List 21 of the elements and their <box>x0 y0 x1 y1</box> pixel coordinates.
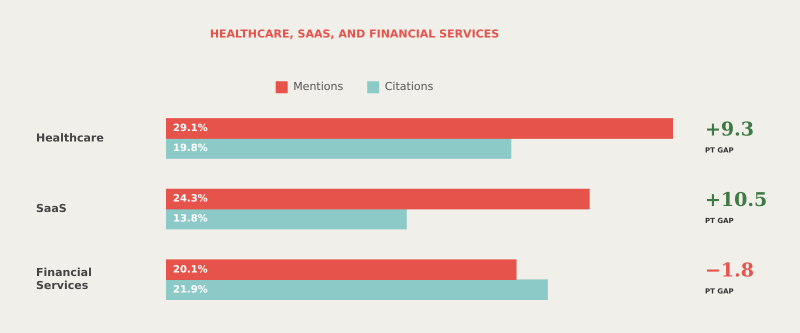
data-label: 13.8% <box>173 214 208 225</box>
y-tick-label: Healthcare <box>36 131 104 144</box>
legend-label: Mentions <box>293 80 344 94</box>
y-tick-label: SaaS <box>36 202 67 215</box>
bar <box>166 259 517 280</box>
legend-label: Citations <box>384 80 434 94</box>
bar <box>166 208 407 230</box>
y-tick-label: Financial Services <box>36 266 92 292</box>
data-label: 20.1% <box>173 264 208 276</box>
data-label: 24.3% <box>173 194 208 205</box>
chart-title: HEALTHCARE, SAAS, AND FINANCIAL SERVICES <box>210 27 500 40</box>
data-label: 21.9% <box>173 284 208 296</box>
text: +10.5 <box>705 189 768 212</box>
bar <box>166 118 673 139</box>
text: −1.8 <box>705 260 754 282</box>
data-label: 29.1% <box>173 123 208 134</box>
bar <box>166 188 590 210</box>
text: +9.3 <box>705 118 754 140</box>
data-label: 19.8% <box>173 143 208 154</box>
bar <box>166 279 548 300</box>
bar <box>166 138 512 159</box>
